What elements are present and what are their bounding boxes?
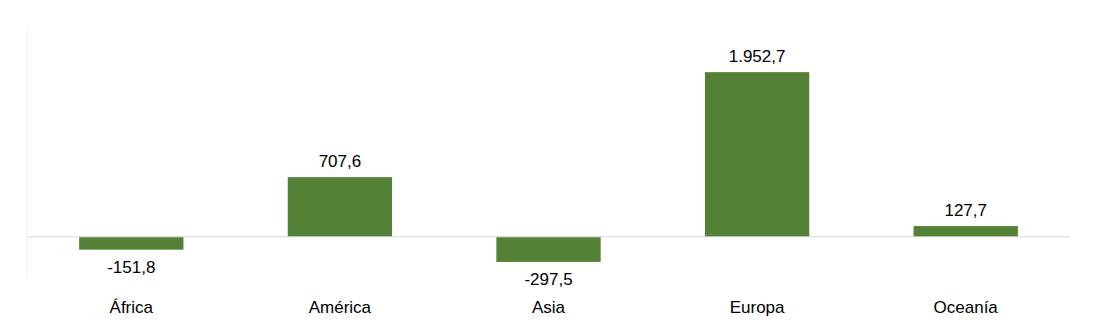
data-label: 127,7 (944, 201, 987, 220)
category-label: Europa (730, 298, 785, 317)
value-axis (27, 26, 28, 279)
bar (705, 72, 809, 237)
category-label: Asia (532, 298, 566, 317)
chart: -151,8 707,6 -297,5 1.952,7 127,7 África Améri… (0, 0, 1097, 335)
category-label: África (110, 298, 154, 317)
bars (79, 72, 1018, 262)
data-label: -297,5 (524, 270, 572, 289)
bar (496, 237, 600, 262)
bar (914, 226, 1018, 237)
bar (79, 237, 183, 250)
bar (288, 177, 392, 237)
category-axis (27, 236, 1070, 237)
data-label: 707,6 (319, 152, 362, 171)
data-label: 1.952,7 (729, 47, 786, 66)
category-label: Oceanía (934, 298, 999, 317)
data-label: -151,8 (107, 258, 155, 277)
category-label: América (309, 298, 372, 317)
